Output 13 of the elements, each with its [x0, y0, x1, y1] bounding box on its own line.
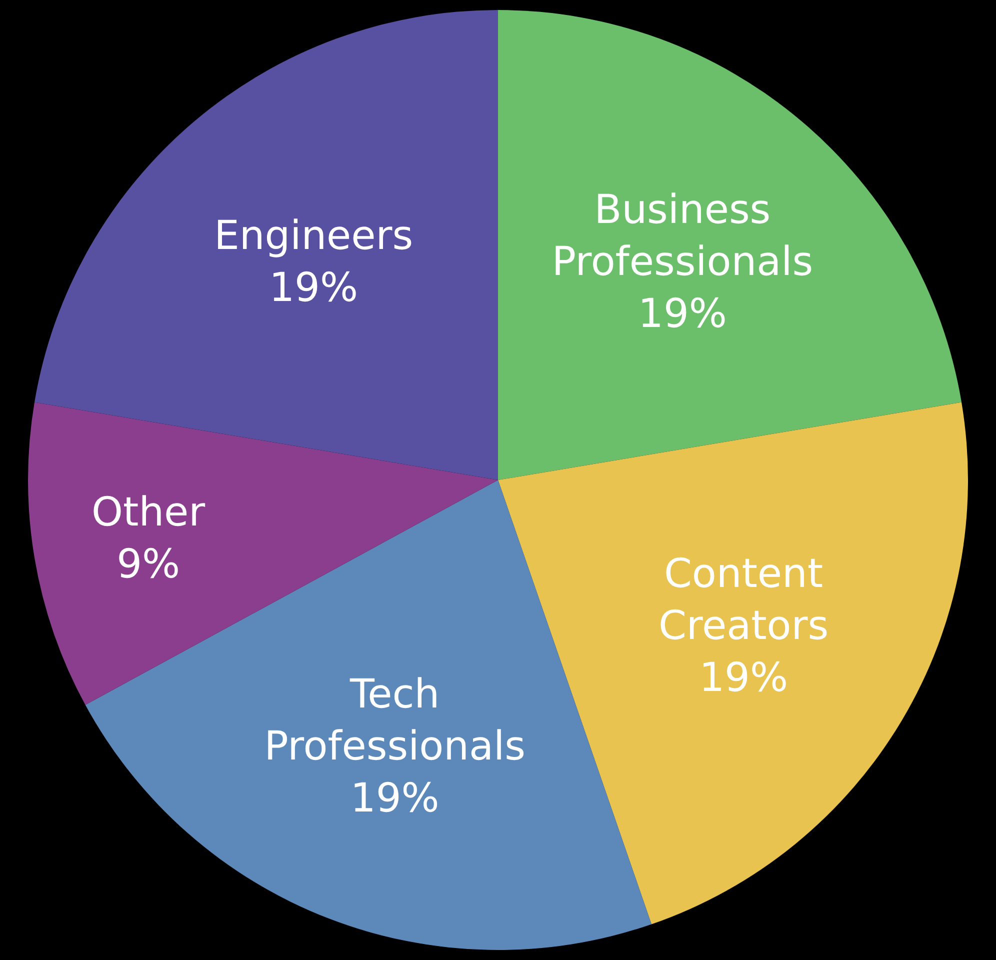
slice-label: Content Creators: [658, 550, 829, 649]
data-label: 19%: [269, 265, 358, 312]
slice-label: Engineers: [214, 213, 414, 260]
data-label: 19%: [638, 291, 727, 338]
pie-slice: [498, 10, 962, 480]
slice-label: Tech Professionals: [264, 671, 526, 770]
data-label: 19%: [350, 775, 440, 822]
slice-label: Other: [92, 490, 206, 536]
slice-label: Business Professionals: [552, 187, 814, 286]
data-label: 9%: [116, 542, 180, 588]
pie-slice: [85, 480, 652, 950]
data-label: 19%: [699, 654, 788, 701]
pie-slice: [34, 10, 498, 480]
